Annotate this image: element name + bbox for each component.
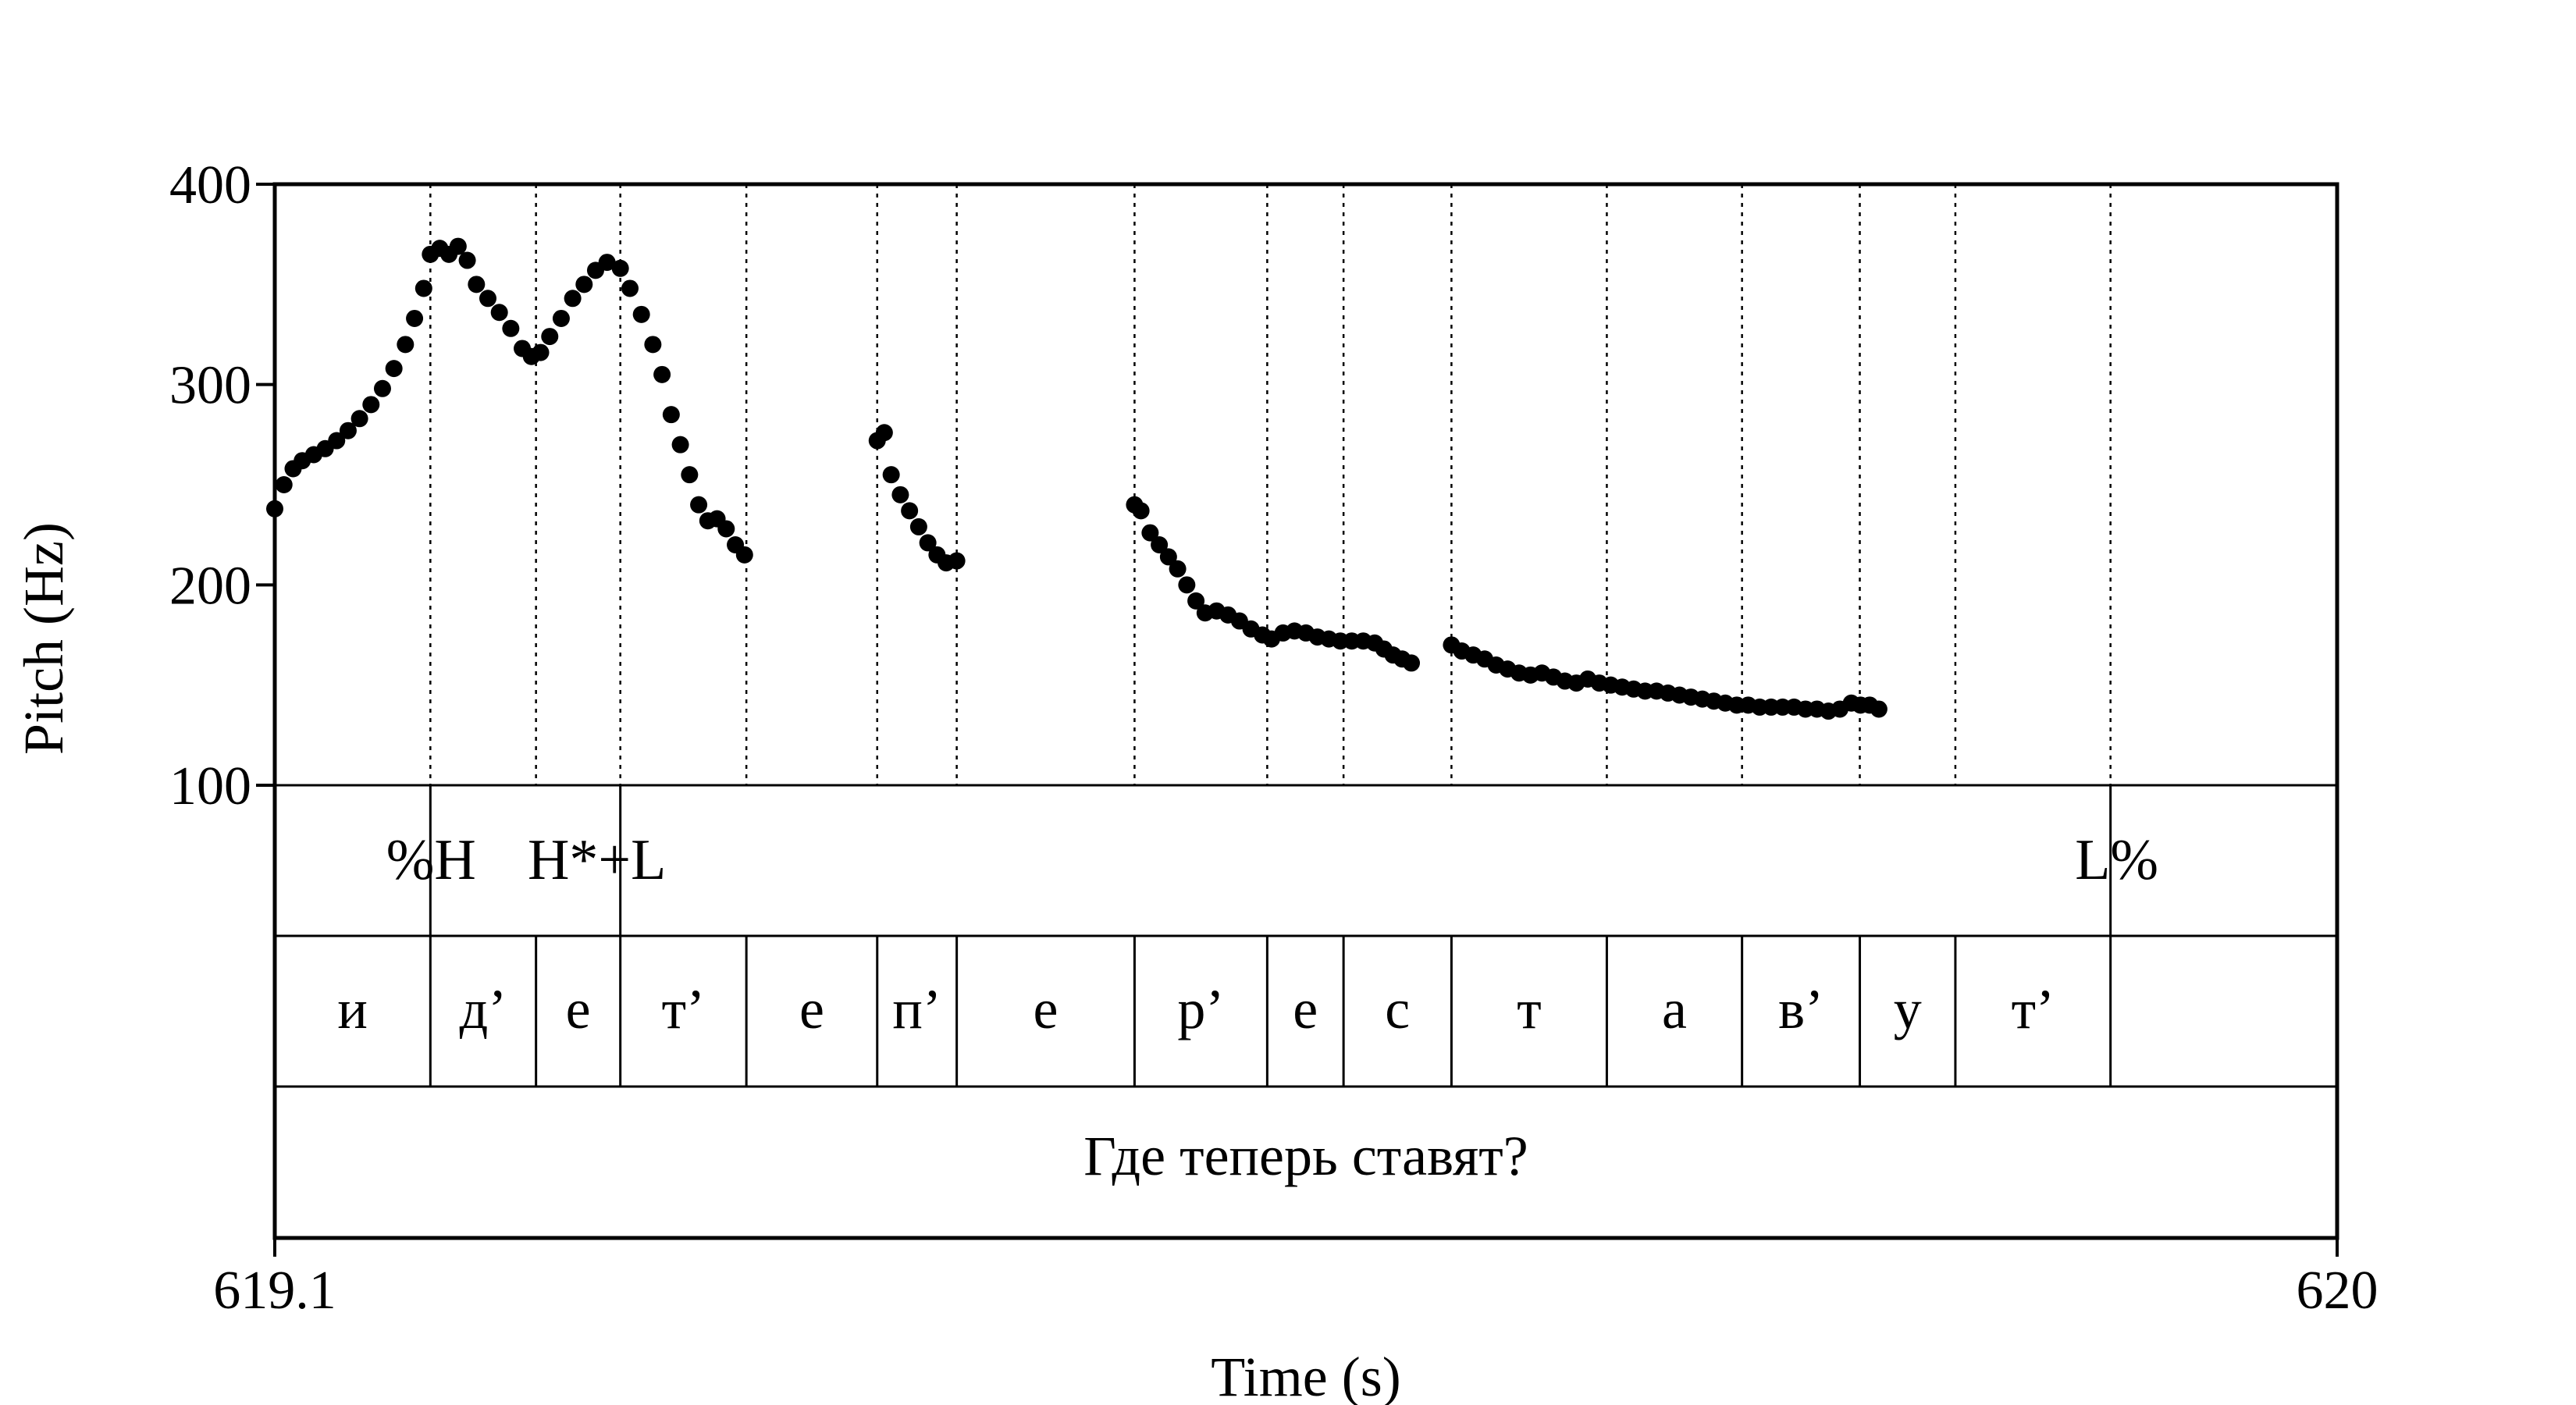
chart-frames: [256, 182, 2339, 1257]
y-tick-label: 200: [169, 556, 251, 616]
segment-label: е: [799, 978, 824, 1040]
pitch-point: [717, 520, 735, 538]
pitch-point: [1169, 560, 1187, 578]
pitch-point: [415, 279, 432, 297]
pitch-point: [468, 276, 486, 293]
pitch-point: [1403, 654, 1421, 672]
segment-label: а: [1662, 978, 1687, 1040]
x-axis-label: Time (s): [1211, 1346, 1400, 1405]
pitch-point: [891, 486, 909, 503]
pitch-point: [458, 251, 476, 269]
y-tick-label: 100: [169, 756, 251, 816]
pitch-point: [385, 360, 403, 378]
segment-label: п’: [892, 978, 941, 1040]
pitch-point: [328, 432, 346, 450]
pitch-point: [564, 290, 582, 308]
segment-label: р’: [1177, 978, 1224, 1040]
pitch-point: [681, 466, 699, 484]
pitch-point: [598, 254, 616, 272]
x-tick-label: 619.1: [213, 1261, 336, 1321]
segment-label: е: [566, 978, 591, 1040]
pitch-point: [275, 476, 293, 493]
pitch-point: [373, 379, 391, 397]
pitch-point: [362, 396, 380, 414]
pitch-point: [948, 552, 966, 570]
pitch-point: [621, 279, 639, 297]
pitch-point: [339, 422, 357, 439]
pitch-point: [1159, 548, 1177, 566]
chart-labels: Pitch (Hz) Time (s) Где теперь ставят? 1…: [12, 155, 2379, 1405]
x-tick-label: 620: [2297, 1261, 2379, 1321]
pitch-point: [653, 365, 671, 383]
segment-label: у: [1894, 978, 1922, 1040]
y-tick-label: 300: [169, 356, 251, 416]
pitch-point: [1132, 502, 1150, 520]
pitch-point: [632, 305, 650, 323]
segment-label: е: [1293, 978, 1318, 1040]
tone-label-boundary: L%: [2075, 828, 2158, 892]
pitch-point: [875, 424, 893, 442]
segment-label: е: [1034, 978, 1059, 1040]
pitch-point: [882, 466, 900, 484]
tone-label-pitch-accent: H*+L: [528, 828, 666, 892]
segment-label: и: [337, 978, 368, 1040]
pitch-point: [449, 237, 467, 255]
segment-label: в’: [1778, 978, 1823, 1040]
chart-frame: [272, 182, 2339, 1240]
segment-boundary-lines: [429, 184, 2112, 785]
pitch-point: [479, 290, 497, 308]
pitch-point: [690, 496, 708, 514]
pitch-point: [350, 410, 368, 428]
pitch-point: [266, 500, 283, 518]
pitch-point: [662, 406, 680, 424]
pitch-point: [397, 336, 415, 354]
segment-label: т’: [662, 978, 705, 1040]
segment-label: д’: [460, 978, 507, 1040]
tone-label-initial-high: %H: [386, 828, 476, 892]
pitch-points: [266, 237, 1888, 720]
pitch-point: [541, 328, 559, 346]
pitch-point: [644, 336, 662, 354]
pitch-point: [575, 276, 593, 293]
y-axis-label: Pitch (Hz): [12, 522, 75, 755]
pitch-point: [406, 309, 424, 327]
pitch-point: [909, 518, 927, 535]
pitch-point: [919, 534, 937, 552]
pitch-point: [735, 546, 753, 564]
pitch-point: [1178, 576, 1196, 594]
pitch-point: [1151, 536, 1169, 553]
pitch-point: [671, 436, 689, 454]
pitch-point: [1141, 524, 1159, 542]
sentence-label: Где теперь ставят?: [1083, 1125, 1528, 1187]
segment-label: с: [1385, 978, 1410, 1040]
segment-label: т: [1517, 978, 1541, 1040]
pitch-point: [502, 319, 520, 337]
segment-label: т’: [2012, 978, 2055, 1040]
pitch-point: [901, 502, 919, 520]
pitch-point: [611, 259, 629, 277]
pitch-point: [490, 304, 508, 322]
pitch-point: [1870, 700, 1888, 718]
y-tick-label: 400: [169, 155, 251, 215]
pitch-point: [532, 343, 550, 361]
pitch-point: [552, 309, 570, 327]
pitch-point: [1187, 592, 1205, 610]
